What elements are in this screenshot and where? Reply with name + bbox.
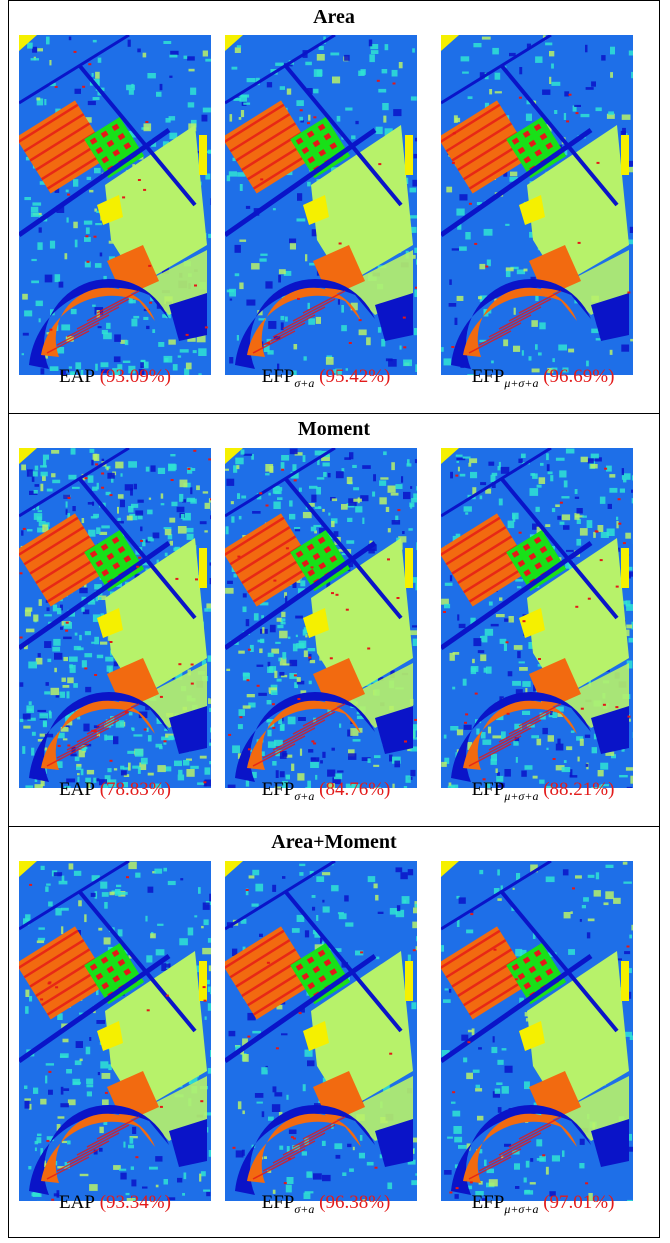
method-name: EAP bbox=[59, 366, 95, 387]
caption-eap: EAP (78.83%) bbox=[15, 776, 215, 804]
accuracy-value: (78.83%) bbox=[99, 779, 171, 800]
section-title: Area bbox=[313, 6, 355, 28]
land-cover-map-image bbox=[19, 35, 211, 375]
method-subscript: σ+a bbox=[294, 1202, 315, 1216]
method-subscript: σ+a bbox=[294, 789, 315, 803]
land-cover-map-image bbox=[225, 861, 417, 1201]
accuracy-value: (93.34%) bbox=[99, 1192, 171, 1213]
accuracy-value: (84.76%) bbox=[319, 779, 391, 800]
section-moment: Moment EAP (78.83%) EFPσ+a (84.76%) EFPμ… bbox=[9, 413, 659, 827]
accuracy-value: (88.21%) bbox=[543, 779, 615, 800]
section-title: Moment bbox=[297, 418, 371, 440]
accuracy-value: (97.01%) bbox=[543, 1192, 615, 1213]
method-name: EFP bbox=[471, 1192, 505, 1213]
captions-row: EAP (93.34%) EFPσ+a (96.38%) EFPμ+σ+a (9… bbox=[9, 1189, 659, 1217]
caption-eap: EAP (93.09%) bbox=[15, 363, 215, 391]
classification-map-eap bbox=[19, 448, 211, 788]
land-cover-map-image bbox=[441, 861, 633, 1201]
classification-map-efp-sigma-a bbox=[225, 35, 417, 375]
caption-efp-mu-sigma-a: EFPμ+σ+a (88.21%) bbox=[429, 776, 657, 804]
maps-row bbox=[9, 35, 659, 377]
section-area: Area EAP (93.09%) EFPσ+a (95.42%) EFPμ+σ… bbox=[9, 1, 659, 413]
accuracy-value: (95.42%) bbox=[319, 366, 391, 387]
section-area-moment: Area+Moment EAP (93.34%) EFPσ+a (96.38%)… bbox=[9, 826, 659, 1238]
method-subscript: σ+a bbox=[294, 376, 315, 390]
classification-map-efp-mu-sigma-a bbox=[441, 861, 633, 1201]
land-cover-map-image bbox=[441, 448, 633, 788]
classification-map-eap bbox=[19, 861, 211, 1201]
accuracy-value: (96.38%) bbox=[319, 1192, 391, 1213]
land-cover-map-image bbox=[441, 35, 633, 375]
section-title: Area+Moment bbox=[271, 831, 397, 853]
maps-row bbox=[9, 448, 659, 790]
method-name: EFP bbox=[261, 366, 295, 387]
method-name: EFP bbox=[471, 366, 505, 387]
classification-map-efp-sigma-a bbox=[225, 448, 417, 788]
method-name: EAP bbox=[59, 779, 95, 800]
caption-efp-sigma-a: EFPσ+a (95.42%) bbox=[221, 363, 431, 391]
method-name: EFP bbox=[261, 1192, 295, 1213]
land-cover-map-image bbox=[225, 448, 417, 788]
classification-map-efp-sigma-a bbox=[225, 861, 417, 1201]
method-subscript: μ+σ+a bbox=[504, 789, 539, 803]
classification-map-efp-mu-sigma-a bbox=[441, 35, 633, 375]
method-subscript: μ+σ+a bbox=[504, 1202, 539, 1216]
caption-efp-mu-sigma-a: EFPμ+σ+a (96.69%) bbox=[429, 363, 657, 391]
method-name: EFP bbox=[471, 779, 505, 800]
land-cover-map-image bbox=[19, 861, 211, 1201]
classification-maps-figure: Area EAP (93.09%) EFPσ+a (95.42%) EFPμ+σ… bbox=[8, 0, 660, 1238]
accuracy-value: (96.69%) bbox=[543, 366, 615, 387]
caption-efp-mu-sigma-a: EFPμ+σ+a (97.01%) bbox=[429, 1189, 657, 1217]
method-name: EAP bbox=[59, 1192, 95, 1213]
land-cover-map-image bbox=[19, 448, 211, 788]
caption-efp-sigma-a: EFPσ+a (84.76%) bbox=[221, 776, 431, 804]
accuracy-value: (93.09%) bbox=[99, 366, 171, 387]
caption-eap: EAP (93.34%) bbox=[15, 1189, 215, 1217]
maps-row bbox=[9, 861, 659, 1203]
land-cover-map-image bbox=[225, 35, 417, 375]
method-subscript: μ+σ+a bbox=[504, 376, 539, 390]
method-name: EFP bbox=[261, 779, 295, 800]
classification-map-eap bbox=[19, 35, 211, 375]
caption-efp-sigma-a: EFPσ+a (96.38%) bbox=[221, 1189, 431, 1217]
classification-map-efp-mu-sigma-a bbox=[441, 448, 633, 788]
captions-row: EAP (93.09%) EFPσ+a (95.42%) EFPμ+σ+a (9… bbox=[9, 363, 659, 391]
captions-row: EAP (78.83%) EFPσ+a (84.76%) EFPμ+σ+a (8… bbox=[9, 776, 659, 804]
